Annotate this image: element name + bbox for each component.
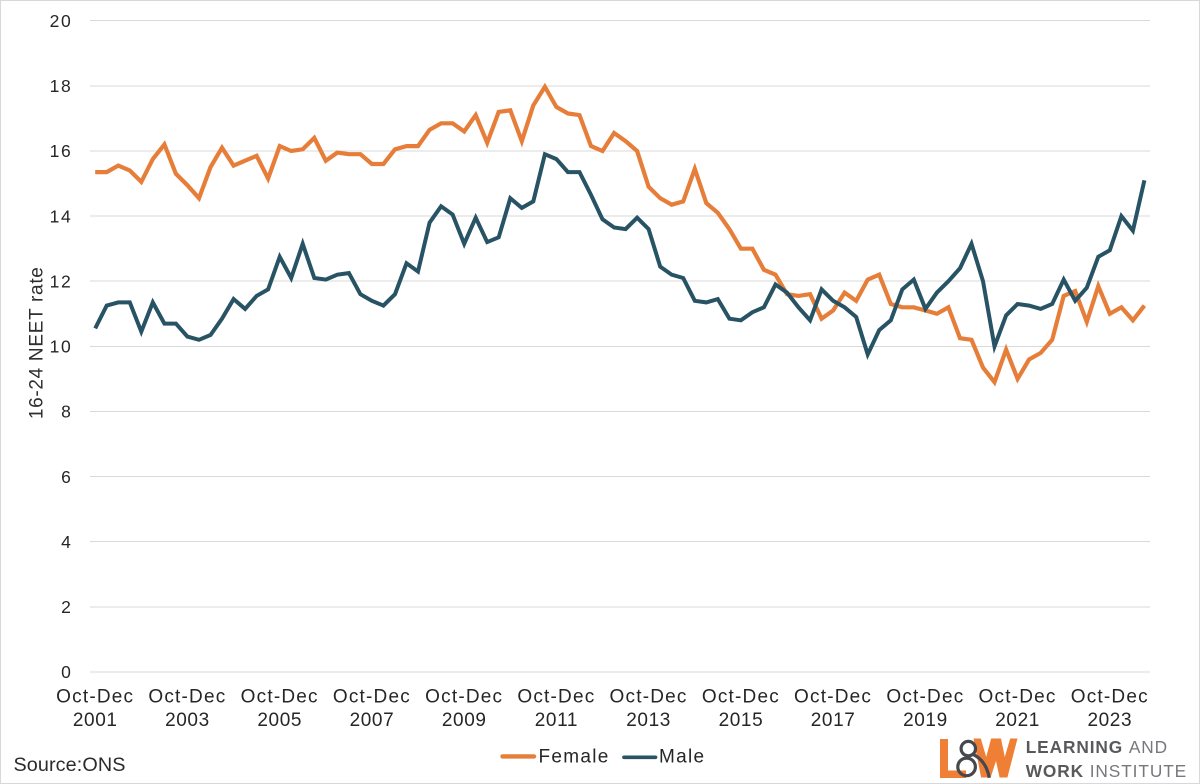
svg-text:2013: 2013 [626, 710, 671, 731]
svg-text:16-24 NEET rate: 16-24 NEET rate [27, 266, 48, 419]
svg-text:6: 6 [61, 467, 72, 487]
svg-text:14: 14 [50, 206, 73, 226]
svg-text:Female: Female [539, 747, 610, 768]
svg-text:2003: 2003 [165, 710, 210, 731]
svg-text:16: 16 [50, 141, 73, 161]
svg-text:LEARNING AND: LEARNING AND [1026, 737, 1168, 757]
svg-text:2011: 2011 [535, 710, 578, 731]
svg-text:2021: 2021 [995, 710, 1040, 731]
svg-text:Oct-Dec: Oct-Dec [1071, 687, 1149, 708]
svg-text:2005: 2005 [257, 710, 302, 731]
svg-text:Oct-Dec: Oct-Dec [425, 687, 503, 708]
svg-text:Oct-Dec: Oct-Dec [241, 687, 319, 708]
svg-text:8: 8 [61, 402, 72, 422]
svg-text:Oct-Dec: Oct-Dec [979, 687, 1057, 708]
svg-text:Oct-Dec: Oct-Dec [886, 687, 964, 708]
svg-text:0: 0 [61, 662, 72, 682]
svg-text:Male: Male [659, 747, 705, 768]
svg-text:2001: 2001 [73, 710, 118, 731]
svg-text:Oct-Dec: Oct-Dec [56, 687, 134, 708]
svg-text:2023: 2023 [1087, 710, 1132, 731]
svg-text:2017: 2017 [811, 710, 856, 731]
svg-text:10: 10 [50, 337, 73, 357]
svg-text:2015: 2015 [719, 710, 764, 731]
svg-text:Source:ONS: Source:ONS [14, 754, 126, 776]
svg-text:Oct-Dec: Oct-Dec [610, 687, 688, 708]
svg-text:Oct-Dec: Oct-Dec [702, 687, 780, 708]
svg-text:2009: 2009 [442, 710, 487, 731]
svg-text:12: 12 [50, 271, 73, 291]
svg-text:Oct-Dec: Oct-Dec [517, 687, 595, 708]
svg-text:Oct-Dec: Oct-Dec [794, 687, 872, 708]
svg-text:2: 2 [61, 597, 72, 617]
svg-text:2007: 2007 [350, 710, 395, 731]
svg-text:Oct-Dec: Oct-Dec [148, 687, 226, 708]
svg-text:Oct-Dec: Oct-Dec [333, 687, 411, 708]
svg-text:2019: 2019 [903, 710, 948, 731]
svg-text:WORK INSTITUTE: WORK INSTITUTE [1026, 761, 1187, 781]
svg-text:18: 18 [50, 76, 73, 96]
svg-text:4: 4 [61, 532, 72, 552]
svg-text:20: 20 [50, 11, 73, 31]
